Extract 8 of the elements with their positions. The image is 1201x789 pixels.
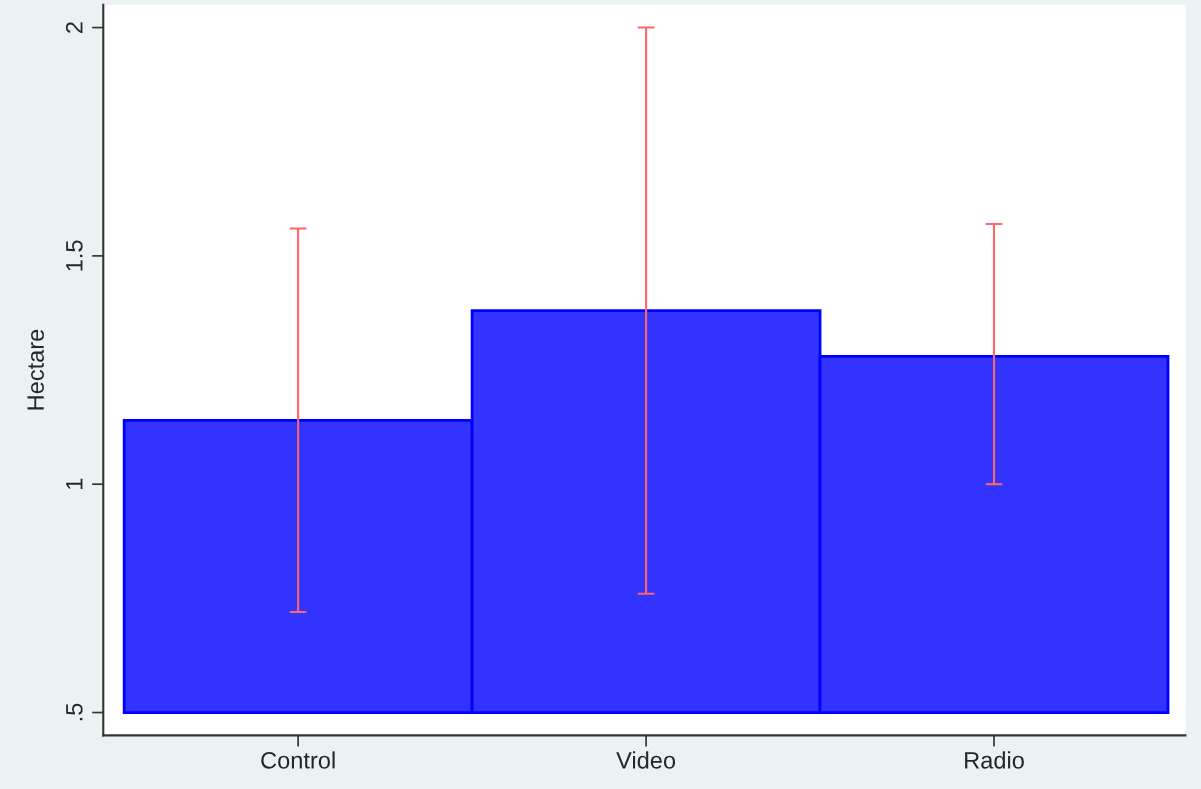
y-tick-label: 2: [65, 22, 83, 33]
x-tick-label: Video: [616, 751, 676, 769]
y-tick-label: .5: [66, 703, 83, 721]
y-tick-label: 1: [66, 478, 83, 489]
x-tick-label: Radio: [965, 751, 1024, 769]
y-axis-title: Hectare: [27, 329, 44, 410]
x-tick-label: Control: [261, 751, 335, 769]
y-tick-label: 1.5: [66, 240, 83, 271]
